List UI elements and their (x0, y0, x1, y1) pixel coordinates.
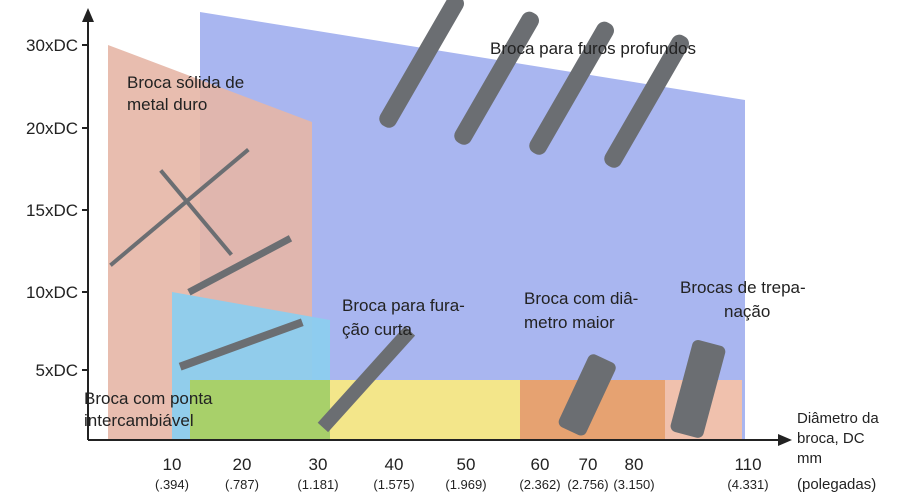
region-label: Broca com ponta (84, 389, 213, 408)
x-label-inches: (1.181) (297, 477, 338, 492)
overlap-region (190, 380, 330, 440)
region-label: Broca para fura- (342, 296, 465, 315)
y-arrow (82, 8, 94, 22)
x-label: 60 (531, 455, 550, 474)
y-label: 20xDC (26, 119, 78, 138)
x-label-inches: (2.362) (519, 477, 560, 492)
x-axis-title: Diâmetro da (797, 410, 879, 427)
axes (82, 18, 780, 441)
x-label-inches: (.787) (225, 477, 259, 492)
region-label: intercambiável (84, 411, 194, 430)
x-label: 50 (457, 455, 476, 474)
region-label: Broca para furos profundos (490, 39, 696, 58)
x-label: 110 (734, 455, 761, 474)
region-label: metal duro (127, 95, 207, 114)
x-axis-title: broca, DC (797, 430, 865, 447)
x-label-inches: (3.150) (613, 477, 654, 492)
x-arrow (778, 434, 792, 446)
y-label: 10xDC (26, 283, 78, 302)
x-label: 20 (233, 455, 252, 474)
drill-images (109, 0, 726, 438)
x-label-inches: (4.331) (727, 477, 768, 492)
region-label: ção curta (342, 320, 412, 339)
x-label-inches: (.394) (155, 477, 189, 492)
x-axis-title: (polegadas) (797, 476, 876, 493)
region-label: metro maior (524, 313, 615, 332)
x-label-inches: (2.756) (567, 477, 608, 492)
deep-hole-region (200, 12, 745, 440)
region-label: Brocas de trepa- (680, 278, 806, 297)
x-label-inches: (1.969) (445, 477, 486, 492)
x-axis-title: mm (797, 450, 822, 467)
y-label: 15xDC (26, 201, 78, 220)
y-label: 5xDC (35, 361, 78, 380)
x-label: 30 (309, 455, 328, 474)
x-labels: 10 (.394) 20 (.787) 30 (1.181) 40 (1.575) 50 (1.9… (155, 455, 769, 492)
region-label: Broca com diâ- (524, 289, 638, 308)
region-label: nação (724, 302, 770, 321)
region-label: Broca sólida de (127, 73, 244, 92)
x-label: 70 (579, 455, 598, 474)
x-label-inches: (1.575) (373, 477, 414, 492)
y-label: 30xDC (26, 36, 78, 55)
x-label: 10 (163, 455, 182, 474)
x-label: 80 (625, 455, 644, 474)
x-label: 40 (385, 455, 404, 474)
